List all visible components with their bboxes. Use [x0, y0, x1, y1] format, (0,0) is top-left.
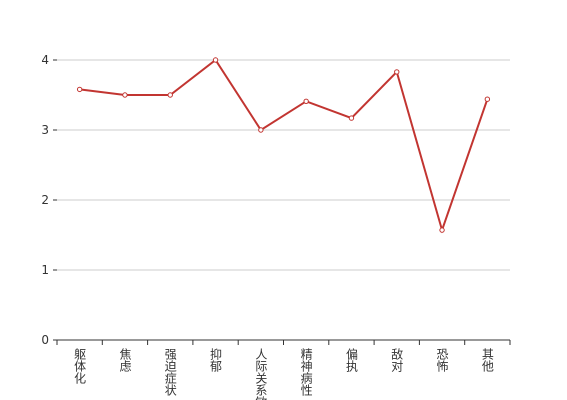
point [348, 115, 355, 121]
x-tick-label: 躯体化 [73, 347, 87, 385]
point [122, 92, 128, 98]
point [167, 92, 173, 98]
x-tick-label: 焦虑 [118, 348, 132, 372]
y-tick-label: 4 [41, 53, 49, 67]
y-tick-label: 0 [41, 333, 49, 347]
x-tick-label: 精神病性 [299, 348, 313, 397]
point [76, 86, 83, 93]
point [303, 98, 309, 105]
line [79, 58, 489, 234]
point [439, 227, 445, 233]
x-tick-label: 人际关系敏感 [254, 348, 268, 400]
x-tick-label: 恐怖 [435, 348, 449, 372]
x-tick-label: 偏执 [344, 347, 358, 373]
y-tick-label: 3 [41, 123, 49, 137]
point [258, 127, 264, 133]
point [212, 57, 219, 63]
point [394, 69, 400, 75]
point [484, 96, 491, 102]
x-tick-label: 抑郁 [209, 347, 223, 373]
x-tick-label: 敌对 [390, 347, 404, 372]
x-tick-label: 强迫症状 [163, 348, 177, 396]
y-tick-label: 2 [41, 193, 49, 207]
x-tick-label: 其他 [480, 348, 494, 372]
y-tick-label: 1 [41, 263, 49, 277]
